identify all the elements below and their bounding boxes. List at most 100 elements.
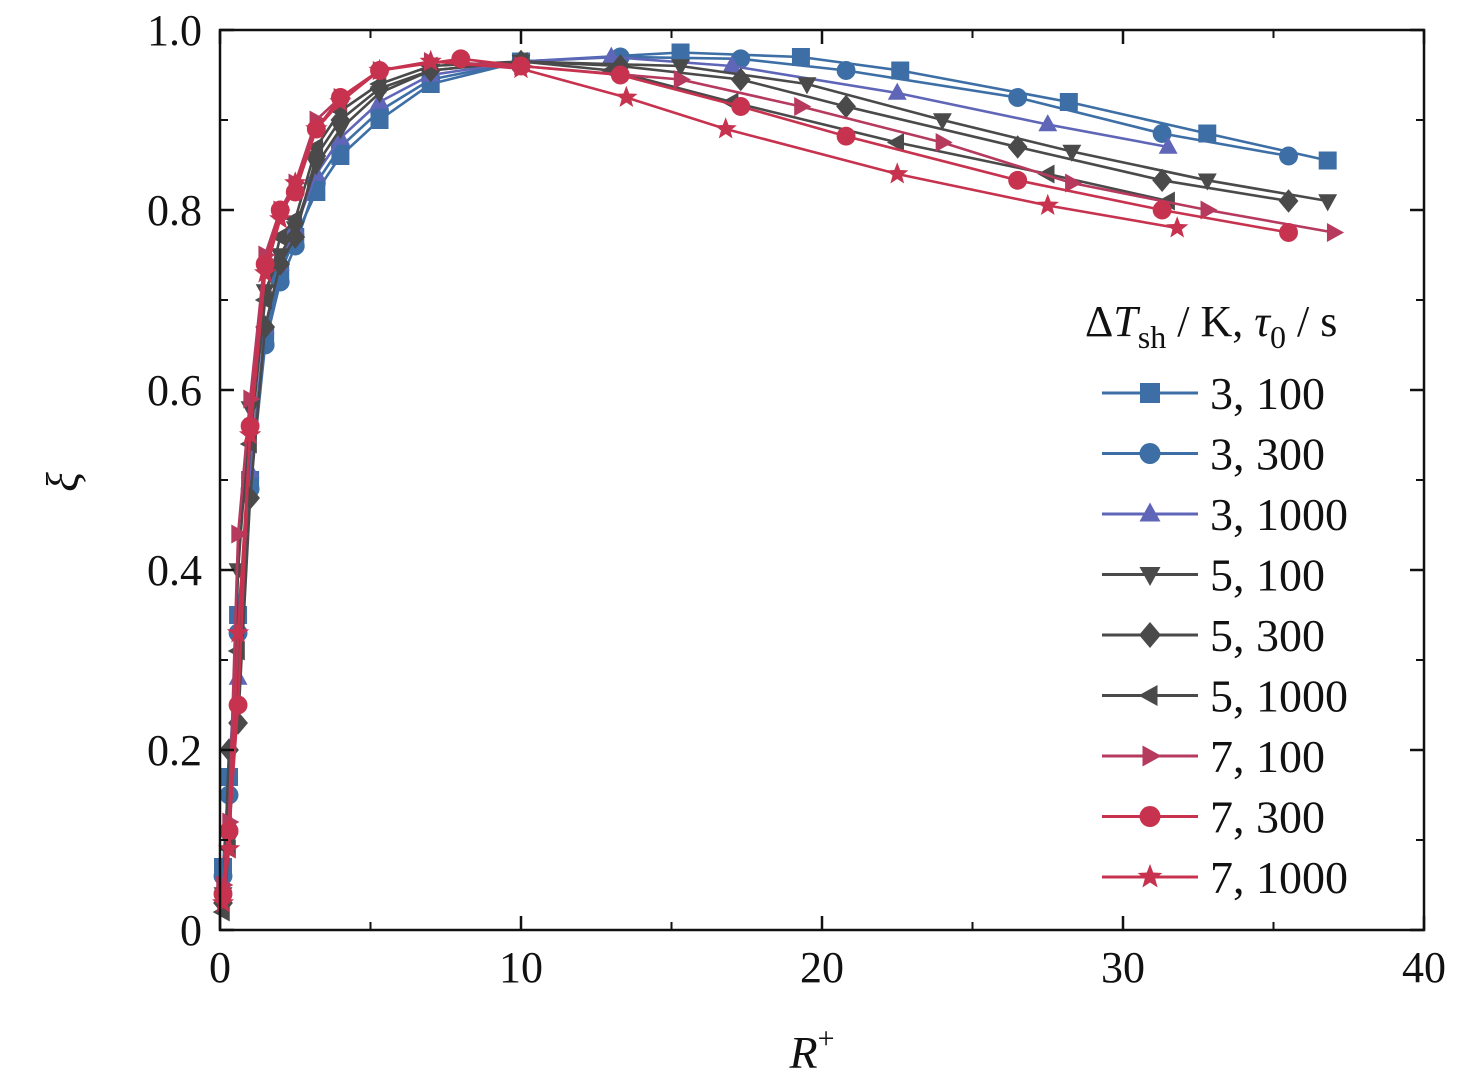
- legend-item: 5, 100: [1102, 550, 1325, 601]
- data-point: [1036, 193, 1059, 215]
- data-point: [1326, 223, 1345, 242]
- series-line: [221, 55, 1289, 877]
- x-tick-label: 0: [209, 943, 231, 992]
- series-line: [221, 60, 1169, 913]
- legend-title-t: T: [1113, 297, 1141, 346]
- data-point: [1152, 124, 1172, 143]
- data-point: [935, 133, 953, 152]
- y-tick-label: 0.4: [147, 546, 202, 595]
- series-6: [216, 52, 1345, 895]
- data-point: [1197, 173, 1217, 191]
- legend-title-delta: Δ: [1085, 297, 1113, 346]
- data-point: [284, 209, 302, 229]
- data-point: [1198, 124, 1217, 143]
- data-point: [886, 133, 904, 152]
- series-0: [214, 43, 1337, 876]
- legend-title: ΔTsh / K, τ0 / s: [1085, 297, 1337, 355]
- legend-swatch-marker: [1139, 622, 1161, 648]
- data-point: [615, 85, 638, 107]
- data-point: [217, 837, 241, 859]
- legend-swatch-marker: [1138, 685, 1158, 706]
- data-point: [791, 48, 810, 66]
- legend-swatch-marker: [1139, 806, 1161, 827]
- legend-label: 7, 300: [1210, 792, 1325, 843]
- legend-label: 7, 100: [1210, 731, 1325, 782]
- x-axis-title-main: R: [788, 1027, 817, 1078]
- data-point: [1008, 170, 1028, 190]
- plot-area: [211, 43, 1345, 922]
- y-tick-label: 0.6: [147, 366, 202, 415]
- data-point: [886, 162, 909, 184]
- data-point: [891, 61, 910, 80]
- data-point: [1007, 135, 1028, 159]
- legend-swatch-marker: [1140, 383, 1160, 403]
- legend-label: 3, 100: [1210, 368, 1325, 419]
- x-tick-label: 20: [800, 943, 844, 992]
- legend-title-end: / s: [1286, 297, 1337, 346]
- data-point: [1059, 93, 1078, 111]
- legend-item: 3, 1000: [1102, 489, 1348, 540]
- series-4: [213, 49, 1299, 915]
- data-point: [932, 113, 952, 131]
- x-tick-label: 40: [1402, 943, 1446, 992]
- data-point: [1158, 136, 1178, 154]
- legend-item: 7, 300: [1102, 792, 1325, 843]
- data-point: [226, 621, 250, 643]
- data-point: [1278, 189, 1299, 213]
- data-point: [238, 423, 262, 445]
- data-point: [731, 97, 751, 116]
- data-point: [228, 695, 248, 715]
- legend-swatch-marker: [1139, 443, 1161, 464]
- data-point: [1152, 168, 1173, 192]
- legend-swatch-marker: [1142, 745, 1162, 767]
- series-2: [213, 46, 1178, 892]
- legend-label: 3, 1000: [1210, 489, 1348, 540]
- legend-label: 3, 300: [1210, 429, 1325, 480]
- y-tick-label: 0.2: [147, 726, 202, 775]
- data-point: [610, 65, 630, 85]
- data-point: [1152, 200, 1172, 220]
- data-point: [836, 61, 856, 80]
- x-axis-title-sup: +: [818, 1022, 835, 1055]
- data-point: [240, 486, 260, 510]
- legend-item: 5, 1000: [1102, 671, 1348, 722]
- data-point: [269, 227, 287, 247]
- data-point: [1318, 194, 1338, 212]
- series-7: [213, 49, 1299, 904]
- legend-title-sh: sh: [1138, 319, 1166, 355]
- data-point: [1318, 151, 1337, 170]
- x-axis-title: R+: [788, 1022, 834, 1078]
- data-point: [1279, 146, 1299, 166]
- data-point: [255, 315, 276, 339]
- data-point: [231, 524, 249, 544]
- data-point: [730, 67, 751, 92]
- legend-item: 7, 1000: [1102, 852, 1348, 903]
- data-point: [673, 70, 691, 89]
- y-tick-label: 0.8: [147, 186, 202, 235]
- legend-item: 5, 300: [1102, 610, 1325, 661]
- data-point: [887, 82, 907, 100]
- data-point: [329, 90, 352, 112]
- data-point: [419, 49, 442, 71]
- data-point: [305, 137, 324, 157]
- legend-label: 5, 1000: [1210, 671, 1348, 722]
- data-point: [1166, 216, 1189, 238]
- legend-swatch-marker: [1139, 502, 1161, 522]
- legend-label: 7, 1000: [1210, 852, 1348, 903]
- data-point: [836, 126, 856, 146]
- legend-items: 3, 100 3, 300 3, 1000 5, 100 5, 300 5, 1000 7,…: [1102, 368, 1348, 903]
- data-point: [254, 261, 277, 283]
- y-tick-label: 0: [180, 906, 202, 955]
- legend-label: 5, 100: [1210, 550, 1325, 601]
- data-point: [284, 171, 307, 193]
- axis-ticks: 0 10 20 30 40 0 0.2 0.4 0.6 0.8 1.0: [147, 6, 1446, 992]
- series-line: [221, 57, 1289, 895]
- x-tick-label: 30: [1101, 943, 1145, 992]
- data-point: [368, 58, 391, 80]
- series-line: [221, 60, 1178, 904]
- data-point: [211, 891, 235, 913]
- series-line: [221, 60, 1289, 904]
- legend-item: 7, 100: [1102, 731, 1325, 782]
- legend-title-zero: 0: [1270, 319, 1286, 355]
